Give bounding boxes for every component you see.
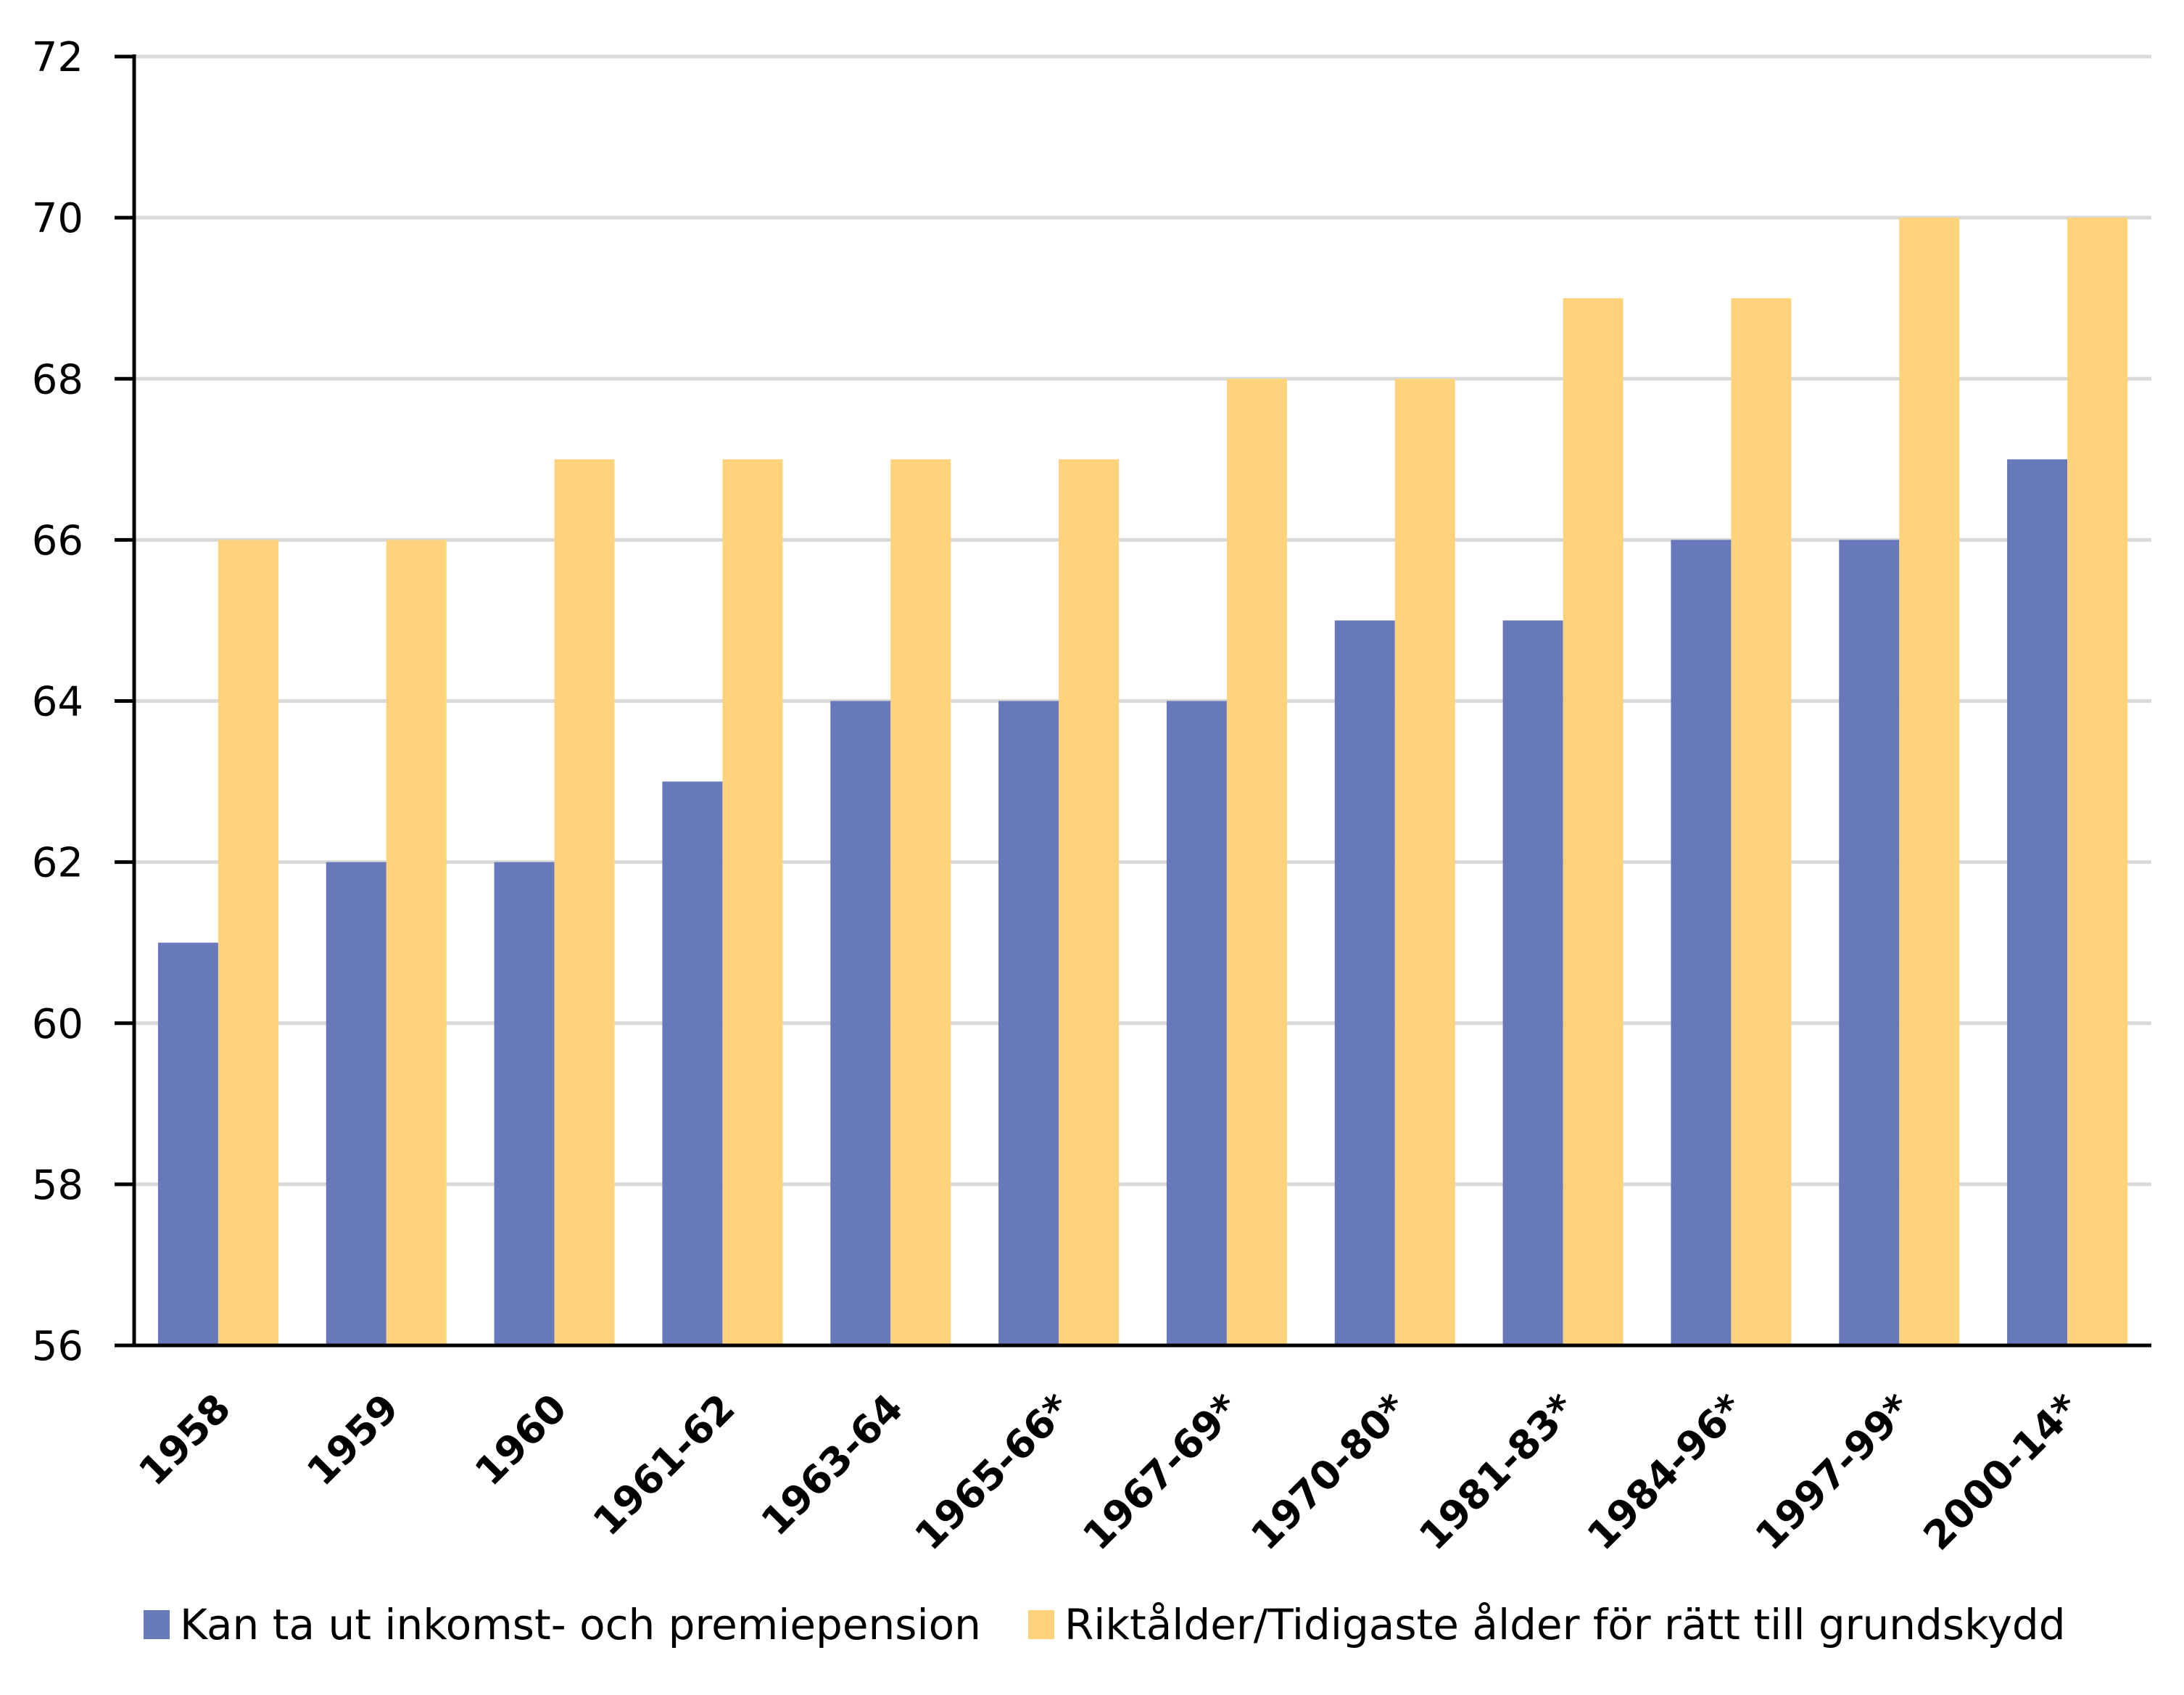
legend-label: Kan ta ut inkomst- och premiepension xyxy=(180,1600,981,1649)
y-tick-label: 56 xyxy=(32,1323,83,1370)
x-tick-label: 1984-96* xyxy=(1579,1385,1753,1559)
bar-riktalder xyxy=(218,540,278,1345)
bar-riktalder xyxy=(1899,218,1960,1345)
bar-pension xyxy=(662,781,723,1345)
bar-pension xyxy=(998,701,1059,1345)
y-tick-label: 62 xyxy=(32,840,83,887)
bar-pension xyxy=(494,862,555,1345)
x-tick-label: 1997-99* xyxy=(1747,1385,1921,1559)
bar-riktalder xyxy=(1394,379,1455,1345)
x-tick-label: 1967-69* xyxy=(1074,1385,1248,1559)
y-tick-label: 64 xyxy=(32,679,83,726)
bar-riktalder xyxy=(890,459,951,1345)
legend-label: Riktålder/Tidigaste ålder för rätt till … xyxy=(1064,1600,2066,1649)
x-tick-label: 1963-64 xyxy=(753,1385,912,1545)
x-tick-label: 1961-62 xyxy=(584,1385,744,1545)
y-tick-label: 58 xyxy=(32,1162,83,1209)
bar-pension xyxy=(2007,459,2068,1345)
bar-riktalder xyxy=(554,459,615,1345)
y-tick-label: 70 xyxy=(32,195,83,242)
x-tick-label: 1965-66* xyxy=(906,1385,1080,1559)
bar-pension xyxy=(1334,620,1395,1345)
x-tick-label: 1970-80* xyxy=(1242,1385,1416,1559)
x-tick-label: 1959 xyxy=(298,1385,408,1495)
x-tick-label: 1958 xyxy=(130,1385,239,1495)
bar-pension xyxy=(830,701,891,1345)
bar-pension xyxy=(1502,620,1563,1345)
bar-riktalder xyxy=(1731,298,1792,1345)
bar-pension xyxy=(1839,540,1900,1345)
y-tick-label: 60 xyxy=(32,1001,83,1048)
bar-pension xyxy=(326,862,386,1345)
bar-riktalder xyxy=(722,459,783,1345)
y-tick-label: 72 xyxy=(32,34,83,81)
bar-riktalder xyxy=(386,540,447,1345)
x-tick-label: 1960 xyxy=(466,1385,576,1495)
legend-swatch-pension xyxy=(144,1610,170,1639)
bar-riktalder xyxy=(1226,379,1287,1345)
bar-riktalder xyxy=(2067,218,2128,1345)
y-tick-label: 66 xyxy=(32,517,83,564)
legend-swatch-riktalder xyxy=(1028,1610,1054,1639)
x-tick-label: 2000-14* xyxy=(1915,1385,2089,1559)
bar-pension xyxy=(1671,540,1732,1345)
x-tick-label: 1981-83* xyxy=(1410,1385,1584,1559)
y-tick-label: 68 xyxy=(32,356,83,403)
bar-pension xyxy=(1166,701,1227,1345)
bar-riktalder xyxy=(1563,298,1623,1345)
bar-pension xyxy=(157,942,218,1345)
bar-riktalder xyxy=(1059,459,1120,1345)
